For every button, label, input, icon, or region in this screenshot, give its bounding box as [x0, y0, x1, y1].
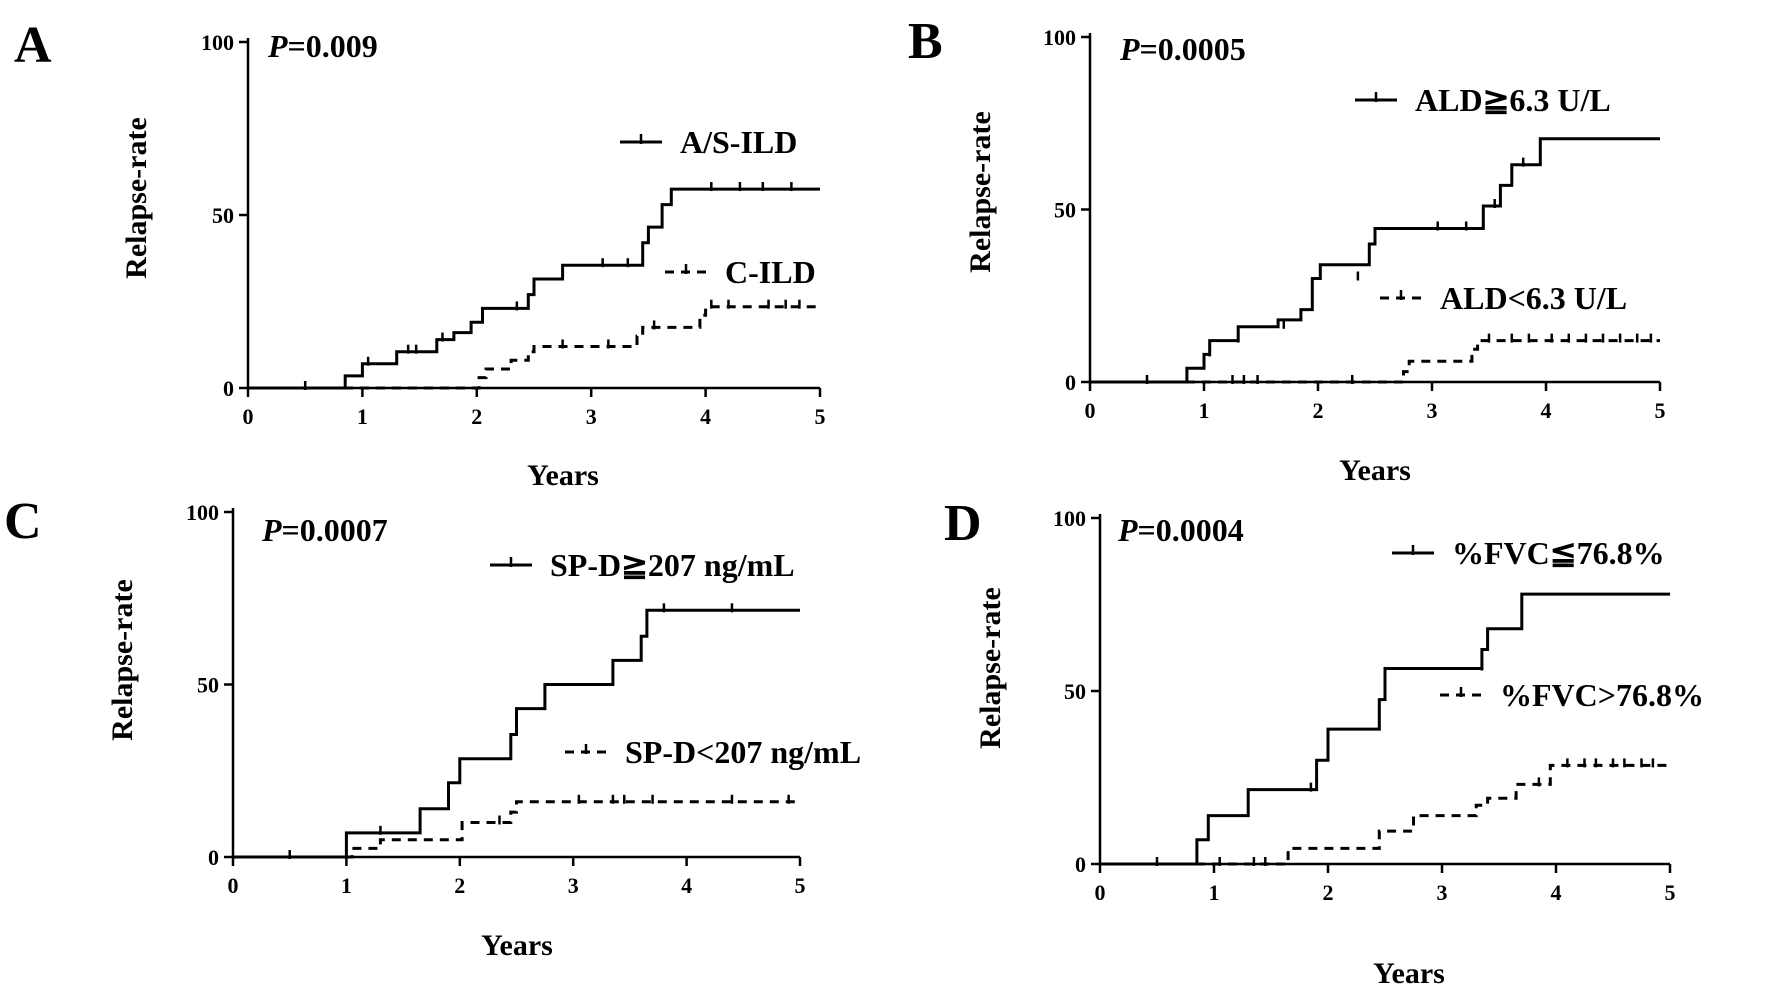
- legend-symbol-solid: [620, 134, 662, 144]
- series-line-dashed: [233, 800, 800, 859]
- x-tick-label: 4: [681, 873, 692, 898]
- x-tick-label: 2: [1323, 880, 1334, 905]
- series-line-solid: [1100, 592, 1670, 866]
- legend-symbol-dashed: [565, 744, 607, 754]
- x-tick-label: 0: [228, 873, 239, 898]
- y-tick-label: 0: [1075, 852, 1086, 877]
- panel-letter: B: [908, 13, 943, 70]
- x-tick-label: 5: [795, 873, 806, 898]
- panel-letter: A: [14, 17, 52, 74]
- legend-symbol-solid: [490, 557, 532, 567]
- p-value: P=0.0005: [1119, 31, 1246, 67]
- p-value: P=0.0007: [261, 512, 388, 548]
- series-line-dashed: [1090, 339, 1660, 384]
- x-tick-label: 3: [1437, 880, 1448, 905]
- x-tick-label: 0: [243, 404, 254, 429]
- legend-label: %FVC>76.8%: [1500, 677, 1704, 713]
- x-tick-label: 5: [1655, 398, 1666, 423]
- legend-label: SP-D≧207 ng/mL: [550, 547, 795, 583]
- p-value: P=0.0004: [1117, 512, 1244, 548]
- legend-label: ALD<6.3 U/L: [1440, 280, 1627, 316]
- series-line-dashed: [1100, 763, 1670, 866]
- y-tick-label: 100: [1043, 25, 1076, 50]
- series-line-solid: [233, 608, 800, 859]
- y-tick-label: 50: [197, 673, 219, 698]
- x-tick-label: 1: [357, 404, 368, 429]
- series-line-solid: [1090, 137, 1660, 384]
- x-tick-label: 3: [586, 404, 597, 429]
- y-tick-label: 100: [1053, 506, 1086, 531]
- legend-label: %FVC≦76.8%: [1452, 535, 1665, 571]
- x-tick-label: 1: [1199, 398, 1210, 423]
- y-tick-label: 100: [186, 500, 219, 525]
- p-value-number: =0.0004: [1138, 512, 1244, 548]
- x-tick-label: 4: [700, 404, 711, 429]
- p-value-symbol: P: [261, 512, 282, 548]
- x-axis-title: Years: [1339, 454, 1411, 487]
- x-axis-title: Years: [481, 929, 553, 962]
- x-tick-label: 5: [815, 404, 826, 429]
- x-tick-label: 1: [341, 873, 352, 898]
- p-value-number: =0.0007: [282, 512, 388, 548]
- series-line-dashed: [248, 305, 820, 390]
- x-tick-label: 2: [1313, 398, 1324, 423]
- p-value: P=0.009: [267, 28, 378, 64]
- legend-symbol-dashed: [1440, 687, 1482, 697]
- y-tick-label: 50: [212, 203, 234, 228]
- x-tick-label: 3: [568, 873, 579, 898]
- x-axis-title: Years: [527, 459, 599, 492]
- x-tick-label: 0: [1085, 398, 1096, 423]
- x-tick-label: 0: [1095, 880, 1106, 905]
- y-axis-title: Relapse-rate: [964, 111, 997, 273]
- legend-label: A/S-ILD: [680, 124, 797, 160]
- legend-label: SP-D<207 ng/mL: [625, 734, 861, 770]
- p-value-number: =0.0005: [1140, 31, 1246, 67]
- panel-d: D P=0.0004 0 50 100 0 1 2 3 4 5 Years Relapse-rate %F…: [944, 495, 1704, 986]
- x-tick-label: 2: [454, 873, 465, 898]
- p-value-symbol: P: [1117, 512, 1138, 548]
- x-tick-label: 1: [1209, 880, 1220, 905]
- panel-a: A P=0.009 0 50 100 0 1 2 3 4 5 Years Relapse-rate A/S…: [14, 17, 826, 492]
- y-tick-label: 50: [1064, 679, 1086, 704]
- panel-c: C P=0.0007 0 50 100 0 1 2 3 4 5 Years Relapse-rate SP…: [4, 493, 861, 962]
- y-tick-label: 100: [201, 30, 234, 55]
- legend-symbol-dashed: [1380, 290, 1422, 300]
- series-line-solid: [248, 187, 820, 390]
- legend-label: C-ILD: [725, 254, 816, 290]
- x-tick-label: 2: [471, 404, 482, 429]
- x-tick-label: 5: [1665, 880, 1676, 905]
- y-tick-label: 0: [223, 376, 234, 401]
- legend-symbol-dashed: [665, 264, 707, 274]
- x-tick-label: 4: [1541, 398, 1552, 423]
- legend-symbol-solid: [1355, 92, 1397, 102]
- x-axis-title: Years: [1373, 957, 1445, 986]
- x-tick-label: 3: [1427, 398, 1438, 423]
- y-tick-label: 0: [1065, 370, 1076, 395]
- p-value-symbol: P: [1119, 31, 1140, 67]
- panel-b: B P=0.0005 0 50 100 0 1 2 3 4 5 Years Relapse-rate AL…: [908, 13, 1666, 487]
- x-tick-label: 4: [1551, 880, 1562, 905]
- legend-label: ALD≧6.3 U/L: [1415, 82, 1611, 118]
- y-axis-title: Relapse-rate: [974, 587, 1007, 749]
- y-axis-title: Relapse-rate: [106, 579, 139, 741]
- y-tick-label: 50: [1054, 198, 1076, 223]
- panel-letter: D: [944, 495, 982, 552]
- y-tick-label: 0: [208, 845, 219, 870]
- legend-symbol-solid: [1392, 545, 1434, 555]
- y-axis-title: Relapse-rate: [120, 117, 153, 279]
- panel-letter: C: [4, 493, 42, 550]
- p-value-number: =0.009: [288, 28, 378, 64]
- p-value-symbol: P: [267, 28, 288, 64]
